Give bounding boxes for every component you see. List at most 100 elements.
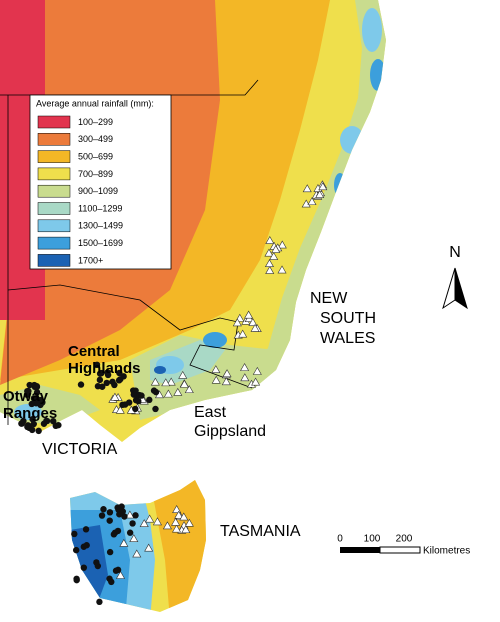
site-triangle (211, 365, 221, 374)
state-label: WALES (320, 330, 375, 347)
site-triangle (171, 517, 181, 526)
region-label: Otway (3, 388, 49, 405)
site-triangle (179, 512, 189, 521)
legend-swatch (37, 150, 71, 163)
site-triangle (269, 252, 279, 260)
legend-label: 900–1099 (78, 186, 118, 196)
site-triangle (184, 518, 194, 527)
site-dot (93, 559, 100, 566)
site-triangle (307, 197, 317, 206)
site-triangle (301, 199, 311, 208)
site-triangle (271, 244, 281, 253)
site-triangle (110, 392, 120, 401)
scale-bar: 0 100 200 Kilometres (337, 534, 470, 557)
site-dot (96, 376, 104, 384)
site-triangle (221, 377, 231, 386)
site-dot (96, 370, 104, 377)
site-dot (114, 566, 122, 574)
site-dot (77, 381, 85, 388)
site-dot (33, 383, 41, 390)
site-triangle (184, 385, 194, 394)
site-triangle (251, 377, 261, 386)
scale-segment (340, 547, 380, 553)
site-triangle (163, 389, 173, 398)
rainfall-zone (203, 332, 227, 348)
site-dot (103, 379, 110, 387)
site-triangle (302, 184, 312, 193)
site-triangle (211, 375, 221, 384)
region-label: Highlands (68, 360, 141, 377)
site-dot (152, 405, 159, 413)
legend-swatch (37, 219, 71, 233)
site-dot (110, 531, 118, 538)
site-triangle (248, 318, 258, 326)
site-triangle (173, 387, 183, 396)
legend-swatch (37, 167, 71, 181)
site-dot (72, 546, 80, 554)
site-triangle (166, 377, 176, 386)
rainfall-zone (370, 59, 386, 91)
site-dot (132, 512, 139, 519)
state-border (7, 284, 253, 389)
region-label: Central (68, 343, 120, 360)
site-triangle (145, 514, 155, 523)
site-dot (106, 548, 114, 556)
site-dot (96, 598, 103, 606)
site-dot (37, 396, 44, 404)
legend-items: 100–299 300–499 500–699 700–899 900–1099 1100… (37, 115, 123, 267)
site-dot (26, 381, 33, 389)
legend-title: Average annual rainfall (mm): (36, 98, 154, 108)
site-dot (130, 391, 138, 398)
site-dot (40, 420, 48, 427)
rainfall-zone (362, 8, 382, 52)
site-dot (129, 520, 136, 527)
site-dot (82, 526, 90, 533)
site-dot (52, 422, 59, 430)
site-dot (146, 396, 153, 404)
state-label: NEW (310, 290, 348, 307)
site-triangle (162, 521, 172, 530)
site-triangle (277, 265, 287, 274)
site-dot (108, 578, 115, 586)
site-dot (106, 509, 114, 516)
site-dot (121, 513, 128, 520)
rainfall-zone (334, 173, 346, 197)
site-dot (125, 399, 133, 406)
site-triangle (232, 318, 242, 327)
legend-swatch (37, 202, 71, 215)
site-triangle (264, 248, 274, 257)
scale-tick: 200 (396, 534, 413, 545)
state-label: SOUTH (320, 310, 376, 327)
site-triangle (144, 543, 154, 552)
site-triangle (238, 329, 248, 338)
site-triangle (252, 366, 262, 375)
region-label: East (194, 404, 227, 421)
site-triangle (129, 534, 139, 542)
site-dot (80, 564, 88, 571)
site-dot (109, 378, 116, 385)
scale-unit: Kilometres (423, 546, 470, 557)
site-triangle (318, 182, 328, 191)
site-triangle (172, 524, 182, 533)
scale-segment (379, 546, 421, 554)
rainfall-zone (14, 404, 42, 420)
arrow-right (454, 267, 468, 310)
site-dot (106, 517, 113, 524)
site-triangle (152, 517, 162, 526)
site-dot (20, 417, 27, 425)
north-arrow: N (442, 244, 468, 310)
site-dot (126, 529, 134, 536)
site-triangle (181, 525, 191, 534)
site-triangle (125, 510, 135, 519)
site-dot (115, 377, 123, 384)
site-triangle (265, 265, 275, 274)
site-dot (116, 369, 123, 377)
site-triangle (178, 370, 188, 379)
site-dot (132, 405, 139, 413)
site-triangle (240, 363, 250, 371)
site-dot (71, 530, 78, 538)
site-dot (30, 420, 37, 428)
site-triangle (115, 405, 125, 414)
site-triangle (277, 240, 287, 249)
